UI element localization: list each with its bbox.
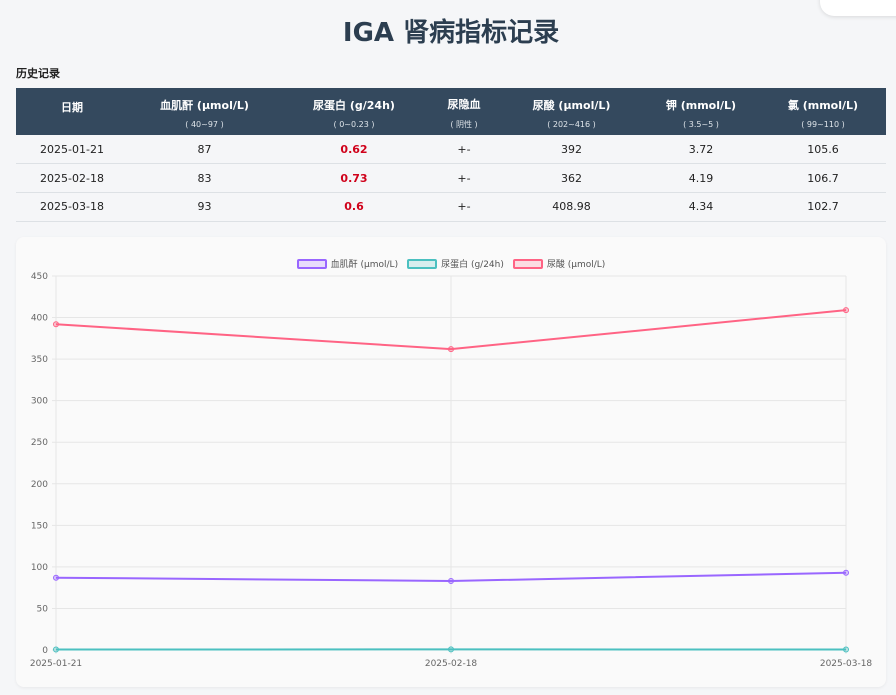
y-tick-label: 350 [31,355,48,365]
table-cell: +- [427,163,501,193]
table-cell: 4.34 [642,192,760,222]
history-section-title: 历史记录 [16,67,60,80]
page-title: IGA 肾病指标记录 [342,18,560,48]
column-name: 尿蛋白 (g/24h) [313,98,395,112]
y-tick-label: 200 [31,480,48,490]
legend-label: 尿蛋白 (g/24h) [441,260,504,270]
data-point [448,646,454,653]
table-cell: 2025-03-18 [16,192,128,222]
column-header: 钾 (mmol/L) ( 3.5~5 ) [642,88,760,135]
data-point [53,574,59,581]
table-cell: 2025-01-21 [16,135,128,165]
column-header: 尿隐血 ( 阴性 ) [427,88,501,135]
column-name: 尿酸 (μmol/L) [532,98,611,112]
table-cell: 105.6 [760,135,886,165]
table-cell: 0.62 [281,135,427,165]
column-reference-range: ( 99~110 ) [801,119,845,129]
table-cell: 2025-02-18 [16,163,128,193]
table-cell: +- [427,192,501,222]
column-reference-range: ( 40~97 ) [185,119,224,129]
data-point [843,646,849,653]
legend-label: 血肌酐 (μmol/L) [330,260,399,270]
table-row: 2025-01-21 87 0.62 +- 392 3.72 105.6 [16,135,886,165]
column-reference-range: ( 3.5~5 ) [683,119,719,129]
x-tick-label: 2025-02-18 [425,659,478,669]
column-header: 血肌酐 (μmol/L) ( 40~97 ) [128,88,281,135]
column-header: 尿酸 (μmol/L) ( 202~416 ) [501,88,642,135]
column-name: 血肌酐 (μmol/L) [160,98,249,112]
y-tick-label: 250 [31,438,48,448]
chart-legend: 血肌酐 (μmol/L) 尿蛋白 (g/24h) 尿酸 (μmol/L) [16,257,886,270]
data-point [843,569,849,576]
table-cell: 4.19 [642,163,760,193]
column-name: 氯 (mmol/L) [787,98,859,112]
legend-swatch [512,258,543,269]
table-cell: 392 [501,135,642,165]
table-cell: 362 [501,163,642,193]
legend-swatch [296,258,327,269]
table-cell: +- [427,135,501,165]
table-body: 2025-01-21 87 0.62 +- 392 3.72 105.6 2025-02-18… [16,135,886,222]
data-point [53,646,59,653]
table-cell: 408.98 [501,192,642,222]
table-row: 2025-02-18 83 0.73 +- 362 4.19 106.7 [16,163,886,193]
data-point [843,307,849,314]
column-reference-range: ( 0~0.23 ) [333,119,375,129]
column-name: 尿隐血 [447,97,481,111]
line-chart: 0 50 100 150 200 250 300 350 400 450 2025-01-21 202… [30,272,873,669]
table-row: 2025-03-18 93 0.6 +- 408.98 4.34 102.7 [16,192,886,222]
y-tick-label: 150 [31,521,48,531]
legend-label: 尿酸 (μmol/L) [546,260,606,270]
table-cell: 102.7 [760,192,886,222]
y-tick-label: 300 [31,397,48,407]
chart-card: 血肌酐 (μmol/L) 尿蛋白 (g/24h) 尿酸 (μmol/L) 0 50 10… [16,237,886,687]
table-cell: 83 [128,163,281,193]
legend-item[interactable]: 尿蛋白 (g/24h) [407,257,504,270]
y-tick-label: 400 [31,314,48,324]
table-cell: 3.72 [642,135,760,165]
table-cell: 93 [128,192,281,222]
y-tick-label: 0 [42,646,48,656]
history-table: 日期 血肌酐 (μmol/L) ( 40~97 ) 尿蛋白 (g/24h) ( 0~0.… [16,88,886,222]
column-reference-range: ( 阴性 ) [450,119,478,129]
data-point [53,321,59,328]
data-point [448,346,454,353]
y-tick-label: 100 [31,563,48,573]
series-line [55,309,847,351]
column-header: 尿蛋白 (g/24h) ( 0~0.23 ) [281,88,427,135]
x-tick-label: 2025-01-21 [30,659,82,669]
legend-swatch [407,258,438,269]
data-point [448,578,454,585]
y-tick-label: 50 [37,604,49,614]
column-name: 钾 (mmol/L) [665,98,737,112]
table-cell: 87 [128,135,281,165]
table-cell: 106.7 [760,163,886,193]
column-header: 氯 (mmol/L) ( 99~110 ) [760,88,886,135]
column-header: 日期 [16,88,128,135]
column-name: 日期 [61,100,83,114]
legend-item[interactable]: 血肌酐 (μmol/L) [296,257,399,270]
table-cell: 0.6 [281,192,427,222]
column-reference-range: ( 202~416 ) [547,119,596,129]
series-line [55,571,847,583]
top-right-panel [820,0,896,16]
x-tick-label: 2025-03-18 [820,659,873,669]
table-cell: 0.73 [281,163,427,193]
y-tick-label: 450 [31,272,48,282]
table-header-row: 日期 血肌酐 (μmol/L) ( 40~97 ) 尿蛋白 (g/24h) ( 0~0.… [16,88,886,135]
legend-item[interactable]: 尿酸 (μmol/L) [512,257,606,270]
